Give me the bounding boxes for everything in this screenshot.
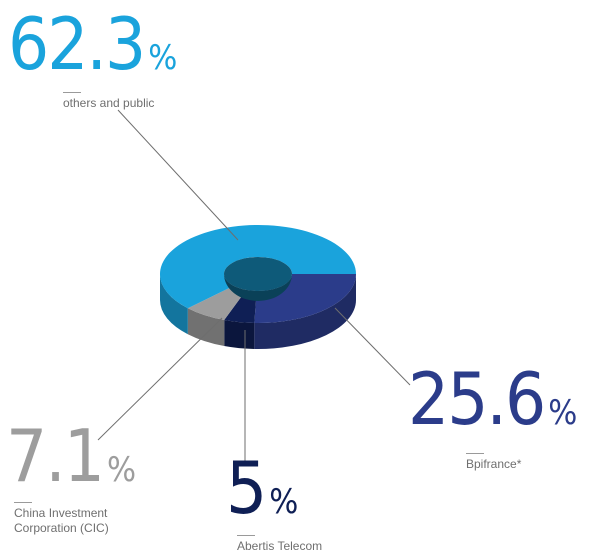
- label-bpifrance: 25.6%: [408, 363, 577, 435]
- slice-side-1-0: [254, 274, 356, 349]
- rule-abertis: [237, 535, 255, 536]
- unit-cic: %: [106, 450, 137, 490]
- slice-top-0: [160, 225, 356, 309]
- label-others: 62.3%: [8, 8, 177, 80]
- label-abertis: 5%: [226, 452, 298, 524]
- unit-abertis: %: [269, 482, 299, 522]
- donut-hole: [224, 257, 292, 291]
- caption-others: others and public: [63, 96, 155, 110]
- rule-cic: [14, 502, 32, 503]
- slice-top-3: [187, 285, 247, 320]
- rule-others: [63, 92, 81, 93]
- leader-cic: [97, 317, 223, 441]
- unit-others: %: [148, 38, 178, 78]
- value-cic: 7.1: [6, 414, 105, 498]
- slice-top-1: [254, 274, 356, 323]
- caption-bpifrance: Bpifrance*: [466, 457, 522, 471]
- value-others: 62.3: [8, 2, 146, 86]
- value-abertis: 5: [226, 446, 267, 530]
- slice-side-2-0: [224, 319, 255, 349]
- rule-bpifrance: [466, 453, 484, 454]
- leader-bpifrance: [334, 307, 411, 386]
- caption-cic: China Investment Corporation (CIC): [14, 506, 109, 535]
- value-bpifrance: 25.6: [408, 357, 546, 441]
- unit-bpifrance: %: [548, 393, 578, 433]
- slice-side-0-0: [160, 274, 188, 335]
- caption-abertis: Abertis Telecom: [237, 539, 323, 553]
- leader-others: [117, 109, 239, 241]
- slice-side-3-0: [187, 308, 225, 346]
- donut-hole-shadow: [224, 274, 292, 301]
- label-cic: 7.1%: [6, 420, 136, 492]
